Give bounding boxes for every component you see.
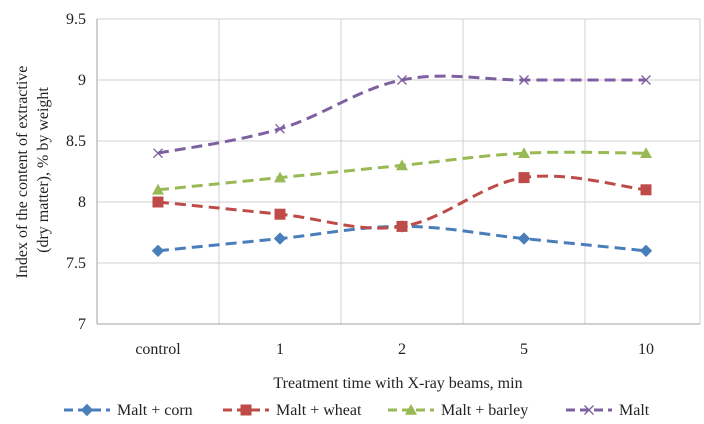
y-tick-label: 8 [78,194,86,211]
grid-lines [96,18,701,325]
data-point [152,183,164,195]
legend-marker [405,404,417,415]
data-point [152,196,164,208]
legend-label: Malt + corn [117,402,193,419]
data-point [518,172,530,184]
y-tick-label: 7 [78,316,86,333]
data-point [517,232,531,245]
x-tick-label: 1 [276,341,284,358]
data-point [640,147,652,158]
axes [96,19,700,325]
data-point [519,75,529,85]
data-point [273,232,287,245]
legend-marker [80,403,94,417]
legend-entry: Malt [566,402,650,419]
data-point [274,208,286,220]
y-tick-label: 9 [78,72,86,89]
legend-label: Malt [619,402,650,419]
data-point [275,123,285,134]
data-point [639,244,653,258]
x-tick-labels: control 1 2 5 10 [135,341,654,358]
series-malt-barley [152,147,652,195]
y-tick-label: 7.5 [66,255,86,272]
data-point [151,244,165,258]
legend-entry: Malt + wheat [223,402,362,419]
y-axis-label-line-2: (dry matter), % by weight [35,87,52,253]
legend-label: Malt + barley [441,402,528,419]
legend: Malt + corn Malt + wheat Malt + barley Malt [64,402,650,419]
data-point [397,75,407,85]
legend-entry: Malt + corn [64,402,193,419]
legend-label: Malt + wheat [276,402,362,419]
x-axis-label: Treatment time with X-ray beams, min [273,375,522,392]
data-point [641,75,651,85]
data-point [274,171,286,183]
series-group [151,74,653,258]
y-tick-labels: 7 7.5 8 8.5 9 9.5 [66,11,86,333]
legend-entry: Malt + barley [388,402,528,419]
legend-marker [240,404,252,416]
x-tick-label: control [135,341,181,358]
series-line [157,150,647,192]
x-tick-label: 2 [398,341,406,358]
x-tick-label: 5 [520,341,528,358]
series-malt [153,74,651,159]
y-axis-label-line-1: Index of the content of extractive [14,66,31,279]
y-tick-label: 8.5 [66,133,86,150]
x-tick-label: 10 [638,341,654,358]
data-point [153,148,163,159]
y-tick-label: 9.5 [66,11,86,28]
data-point [640,184,652,196]
legend-marker [584,405,594,415]
data-point [396,159,408,171]
y-axis-label: Index of the content of extractive (dry … [14,62,52,279]
series-line [157,74,646,155]
series-malt-wheat [152,172,652,232]
data-point [396,220,408,232]
data-point [518,147,530,158]
